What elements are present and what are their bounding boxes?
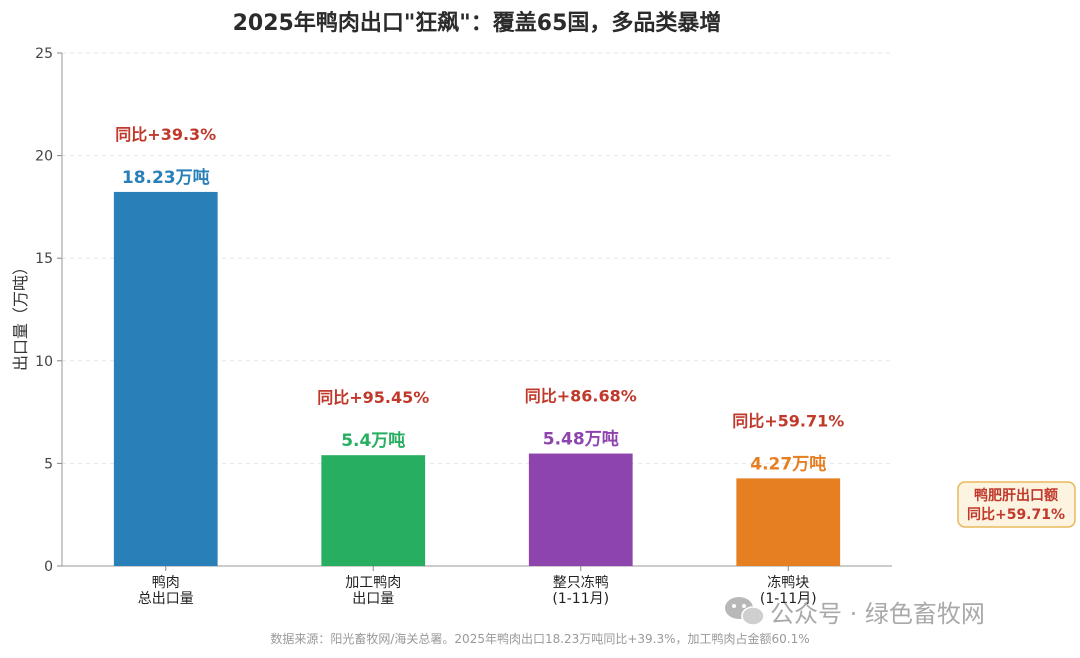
wechat-icon — [725, 597, 765, 626]
yoy-label: 同比+39.3% — [115, 125, 216, 144]
yoy-label: 同比+95.45% — [317, 388, 429, 407]
bar — [113, 191, 218, 566]
yoy-label: 同比+59.71% — [732, 411, 844, 430]
y-tick-label: 10 — [35, 354, 53, 370]
data-source: 数据来源：阳光畜牧网/海关总署。2025年鸭肉出口18.23万吨同比+39.3%… — [270, 631, 809, 646]
x-tick-label: 总出口量 — [138, 591, 194, 607]
x-tick-label: 鸭肉 — [152, 575, 180, 591]
x-tick-label: 出口量 — [352, 591, 394, 607]
x-tick-label: 加工鸭肉 — [345, 575, 401, 591]
value-label: 5.48万吨 — [543, 429, 619, 450]
yoy-label: 同比+86.68% — [525, 387, 637, 406]
x-tick-label: (1-11月) — [760, 591, 817, 607]
watermark-text: 公众号 · 绿色畜牧网 — [770, 600, 985, 628]
x-tick-label: (1-11月) — [552, 591, 609, 607]
y-tick-label: 15 — [35, 251, 53, 267]
side-note-box: 鸭肥肝出口额 同比+59.71% — [957, 481, 1076, 528]
y-tick-label: 25 — [35, 46, 53, 62]
y-axis-label: 出口量（万吨） — [11, 259, 30, 371]
side-note-line-1: 鸭肥肝出口额 — [974, 487, 1058, 504]
y-tick-label: 0 — [44, 559, 53, 575]
x-tick-label: 冻鸭块 — [767, 574, 809, 591]
value-label: 18.23万吨 — [122, 167, 210, 188]
bar — [528, 453, 633, 566]
watermark: 公众号 · 绿色畜牧网 — [725, 597, 985, 628]
value-label: 4.27万吨 — [750, 453, 826, 474]
side-note-line-2: 同比+59.71% — [967, 506, 1065, 523]
bar — [321, 455, 426, 566]
y-tick-label: 20 — [35, 149, 53, 165]
bar — [736, 478, 841, 566]
y-tick-label: 5 — [44, 456, 53, 472]
value-label: 5.4万吨 — [341, 430, 405, 451]
x-tick-label: 整只冻鸭 — [553, 574, 609, 591]
chart-title: 2025年鸭肉出口"狂飙"：覆盖65国，多品类暴增 — [233, 10, 722, 36]
